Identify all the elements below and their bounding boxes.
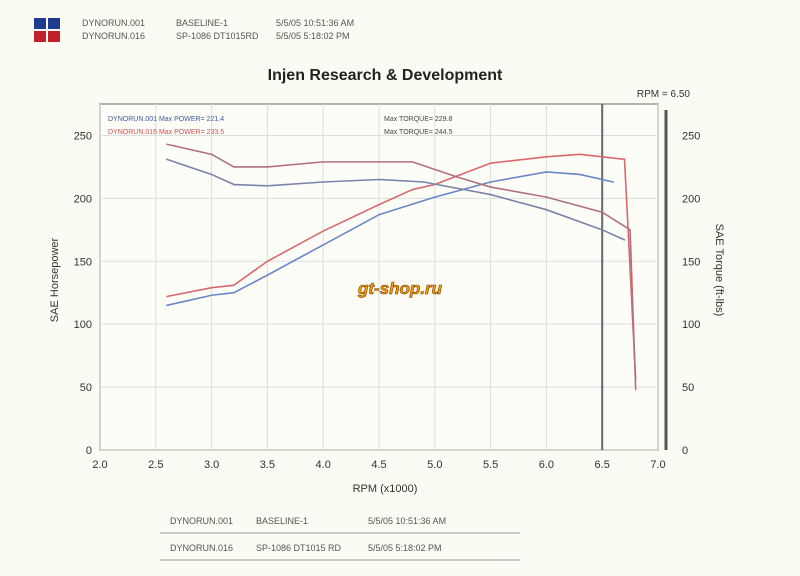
data-point-torque_016 (166, 143, 168, 146)
y2-axis-label: SAE Torque (ft-lbs) (713, 224, 725, 317)
data-point-torque_016 (489, 186, 492, 188)
data-point-torque_001 (266, 184, 269, 187)
data-point-torque_016 (601, 211, 603, 214)
x-tick-label: 6.5 (595, 459, 610, 471)
data-point-torque_001 (489, 193, 492, 196)
x-tick-label: 4.5 (371, 459, 386, 471)
data-point-power_001 (579, 173, 581, 176)
legend-swatch-run-001 (48, 18, 60, 29)
data-point-power_016 (579, 153, 581, 156)
chart-title: Injen Research & Development (268, 67, 503, 84)
y-tick-label: 0 (86, 445, 92, 457)
data-point-power_016 (266, 260, 269, 263)
footer-run: DYNORUN.016 (170, 543, 234, 553)
legend-swatch-run-016 (48, 31, 60, 42)
data-point-torque_001 (210, 173, 213, 176)
data-point-torque_001 (545, 208, 548, 211)
data-point-power_016 (322, 230, 325, 232)
data-point-torque_016 (210, 153, 213, 156)
header-run: DYNORUN.001 (82, 18, 146, 28)
data-point-power_016 (210, 286, 213, 289)
y2-tick-label: 150 (682, 256, 700, 268)
header-date: 5/5/05 5:18:02 PM (276, 31, 350, 41)
max-annotation: DYNORUN.016 Max POWER= 233.5 (108, 129, 224, 136)
x-tick-label: 6.0 (539, 459, 554, 471)
max-annotation: Max TORQUE= 244.5 (384, 129, 453, 136)
data-point-torque_016 (233, 166, 235, 168)
data-point-power_001 (266, 274, 269, 276)
footer-label: BASELINE-1 (256, 516, 309, 526)
y-tick-label: 150 (74, 256, 92, 268)
y-tick-label: 50 (80, 382, 92, 394)
y-axis-label: SAE Horsepower (49, 237, 61, 322)
x-tick-label: 5.5 (483, 459, 498, 471)
data-point-power_001 (233, 291, 235, 294)
data-point-torque_016 (629, 229, 631, 231)
footer-run: DYNORUN.001 (170, 516, 234, 526)
data-point-power_016 (378, 203, 380, 206)
data-point-torque_001 (422, 181, 425, 183)
data-point-torque_001 (601, 229, 603, 231)
max-annotation: Max TORQUE= 229.8 (384, 116, 453, 123)
footer-date: 5/5/05 5:18:02 PM (368, 543, 442, 553)
data-point-power_016 (545, 156, 548, 158)
data-point-torque_001 (322, 181, 325, 183)
header-run: DYNORUN.016 (82, 31, 146, 41)
data-point-power_016 (623, 158, 626, 161)
data-point-power_001 (434, 196, 436, 198)
data-point-torque_016 (545, 196, 548, 198)
data-point-power_016 (489, 162, 492, 164)
footer-date: 5/5/05 10:51:36 AM (368, 516, 447, 526)
data-point-torque_001 (233, 183, 235, 186)
data-point-power_016 (233, 284, 235, 286)
footer-divider (160, 559, 520, 561)
x-tick-label: 4.0 (316, 459, 331, 471)
x-tick-label: 2.0 (92, 459, 107, 471)
footer-divider (160, 532, 520, 534)
y2-tick-label: 50 (682, 382, 694, 394)
max-annotation: DYNORUN.001 Max POWER= 221.4 (108, 116, 224, 123)
y-tick-label: 250 (74, 130, 92, 142)
watermark-logo: gt-shop.ru (357, 279, 443, 298)
y2-tick-label: 0 (682, 445, 688, 457)
data-point-power_001 (210, 294, 213, 297)
y2-tick-label: 200 (682, 193, 700, 205)
data-point-power_001 (378, 213, 380, 216)
data-point-torque_016 (411, 161, 414, 163)
y-tick-label: 200 (74, 193, 92, 205)
x-axis-label: RPM (x1000) (353, 483, 418, 495)
data-point-torque_016 (634, 388, 637, 391)
data-point-torque_016 (266, 166, 269, 168)
x-tick-label: 3.5 (260, 459, 275, 471)
x-tick-label: 5.0 (427, 459, 442, 471)
header-label: SP-1086 DT1015RD (176, 31, 259, 41)
data-point-power_001 (545, 171, 548, 173)
data-point-torque_001 (166, 158, 168, 161)
x-tick-label: 2.5 (148, 459, 163, 471)
cursor-label: RPM = 6.50 (637, 89, 691, 100)
x-tick-label: 3.0 (204, 459, 219, 471)
data-point-power_001 (612, 181, 615, 183)
data-point-torque_001 (623, 239, 626, 241)
data-point-power_001 (489, 181, 492, 183)
header-label: BASELINE-1 (176, 18, 229, 28)
data-point-torque_001 (378, 178, 380, 181)
data-point-power_001 (166, 304, 168, 307)
data-point-torque_016 (322, 161, 325, 163)
x-tick-label: 7.0 (650, 459, 665, 471)
data-point-torque_016 (378, 161, 380, 163)
data-point-torque_016 (456, 176, 458, 178)
y-tick-label: 100 (74, 319, 92, 331)
data-point-power_016 (166, 295, 168, 298)
footer-label: SP-1086 DT1015 RD (256, 543, 342, 553)
y2-tick-label: 250 (682, 130, 700, 142)
legend-swatch-run-016 (34, 31, 46, 42)
header-date: 5/5/05 10:51:36 AM (276, 18, 355, 28)
data-point-power_001 (322, 244, 325, 246)
y2-tick-label: 100 (682, 319, 700, 331)
legend-swatch-run-001 (34, 18, 46, 29)
data-point-power_016 (411, 188, 414, 191)
